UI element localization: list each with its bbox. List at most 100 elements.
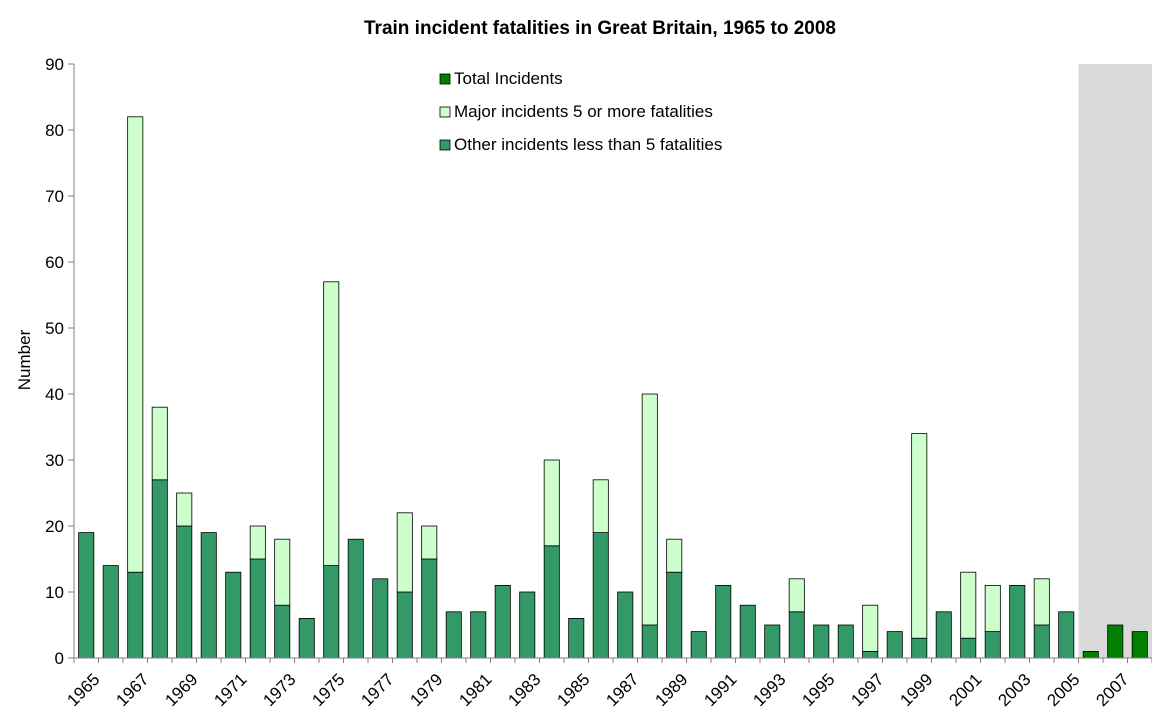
x-tick-label: 2003 [994, 670, 1034, 710]
y-tick-label: 70 [45, 187, 64, 206]
x-tick-label: 1969 [161, 670, 201, 710]
x-tick-label: 1977 [357, 670, 397, 710]
bar-total-2006 [1082, 651, 1099, 659]
bar-total-2007 [1107, 624, 1124, 659]
y-axis-label: Number [15, 329, 34, 390]
bar-major-1973 [274, 538, 291, 606]
bar-other-1972 [249, 558, 266, 659]
bar-other-1981 [470, 611, 487, 659]
x-tick-label: 1987 [602, 670, 642, 710]
legend-swatch [439, 73, 451, 85]
x-tick-label: 2001 [945, 670, 985, 710]
y-tick-label: 80 [45, 121, 64, 140]
bar-other-2004 [1033, 624, 1050, 659]
legend-swatch [439, 139, 451, 151]
bar-major-1986 [592, 479, 609, 533]
bar-major-1975 [323, 281, 340, 566]
bar-major-2001 [960, 571, 977, 639]
bar-other-2002 [984, 631, 1001, 659]
y-tick-label: 10 [45, 583, 64, 602]
x-tick-label: 1975 [308, 670, 348, 710]
bar-major-1984 [543, 459, 560, 547]
bar-other-1992 [739, 604, 756, 659]
bar-major-1994 [788, 578, 805, 613]
y-tick-label: 40 [45, 385, 64, 404]
bar-other-2005 [1058, 611, 1075, 659]
bar-other-1984 [543, 545, 560, 659]
shaded-region [1078, 64, 1152, 658]
bar-other-1987 [617, 591, 634, 659]
bar-other-1969 [176, 525, 193, 659]
x-tick-label: 1989 [651, 670, 691, 710]
x-tick-label: 1983 [504, 670, 544, 710]
x-tick-label: 1971 [210, 670, 250, 710]
bar-other-1997 [862, 651, 879, 659]
bar-other-1968 [151, 479, 168, 659]
bar-major-1967 [127, 116, 144, 573]
y-tick-label: 20 [45, 517, 64, 536]
bar-major-1969 [176, 492, 193, 527]
bar-major-1988 [641, 393, 658, 626]
x-tick-label: 1967 [112, 670, 152, 710]
bar-other-1975 [323, 565, 340, 659]
bar-other-2003 [1009, 585, 1026, 659]
legend-label: Total Incidents [454, 69, 563, 88]
bar-major-1989 [666, 538, 683, 573]
bar-other-1971 [225, 571, 242, 659]
bar-other-1989 [666, 571, 683, 659]
x-tick-label: 1979 [406, 670, 446, 710]
bar-other-1996 [837, 624, 854, 659]
bar-other-1965 [78, 532, 95, 659]
bar-major-1997 [862, 604, 879, 652]
bar-other-1973 [274, 604, 291, 659]
bar-other-1994 [788, 611, 805, 659]
chart-title: Train incident fatalities in Great Brita… [364, 18, 836, 39]
y-tick-label: 0 [55, 649, 64, 668]
bar-major-1978 [396, 512, 413, 593]
bar-other-1995 [813, 624, 830, 659]
x-tick-label: 1999 [896, 670, 936, 710]
y-axis-ticks: 0 10 20 30 40 50 60 70 80 90 [45, 55, 74, 668]
bar-total-2008 [1131, 631, 1148, 659]
bar-major-2004 [1033, 578, 1050, 626]
bar-other-1999 [911, 637, 928, 659]
bar-major-1999 [911, 433, 928, 639]
bar-other-1998 [886, 631, 903, 659]
bar-other-1988 [641, 624, 658, 659]
y-tick-label: 30 [45, 451, 64, 470]
bar-other-1985 [568, 618, 585, 659]
x-tick-label: 1997 [847, 670, 887, 710]
x-tick-label: 2005 [1043, 670, 1083, 710]
bar-major-2002 [984, 585, 1001, 633]
bar-other-1993 [764, 624, 781, 659]
legend-label: Major incidents 5 or more fatalities [454, 102, 713, 121]
bar-other-1967 [127, 571, 144, 659]
bar-other-1982 [494, 585, 511, 659]
bar-other-1977 [372, 578, 389, 659]
bar-other-1978 [396, 591, 413, 659]
bar-other-2000 [935, 611, 952, 659]
bar-other-1986 [592, 532, 609, 659]
x-tick-label: 1995 [798, 670, 838, 710]
bar-other-1966 [102, 565, 119, 659]
y-tick-label: 90 [45, 55, 64, 74]
x-axis-ticks: 1965 1967 1969 1971 1973 1975 1977 1979 1981 1983… [63, 658, 1152, 710]
bar-other-2001 [960, 637, 977, 659]
y-tick-label: 50 [45, 319, 64, 338]
legend: Total Incidents Major incidents 5 or more… [439, 69, 722, 154]
bar-major-1979 [421, 525, 438, 560]
bar-major-1968 [151, 406, 168, 481]
x-tick-label: 2007 [1092, 670, 1132, 710]
bar-other-1970 [200, 532, 217, 659]
x-tick-label: 1991 [700, 670, 740, 710]
bar-other-1991 [715, 585, 732, 659]
bar-other-1983 [519, 591, 536, 659]
x-tick-label: 1981 [455, 670, 495, 710]
bar-other-1974 [298, 618, 315, 659]
bar-other-1980 [445, 611, 462, 659]
bars [78, 116, 1148, 659]
x-tick-label: 1973 [259, 670, 299, 710]
bar-other-1976 [347, 538, 364, 659]
x-tick-label: 1993 [749, 670, 789, 710]
